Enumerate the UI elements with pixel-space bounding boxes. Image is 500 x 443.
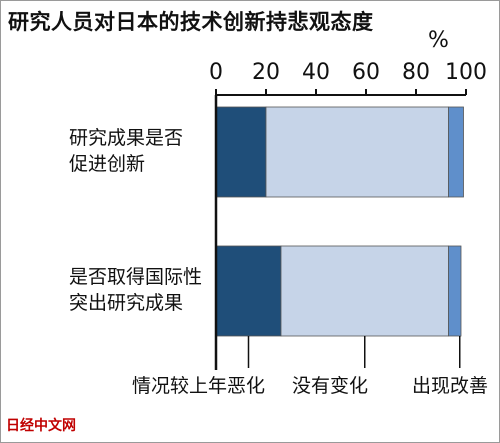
x-tick-label-60: 60: [352, 60, 380, 85]
legend-label-2: 没有变化: [292, 375, 368, 397]
legend-label-3: 出现改善: [412, 375, 488, 397]
unit-label: %: [428, 28, 449, 53]
x-tick-label-0: 0: [209, 60, 223, 85]
bar-segment-2-3: [448, 245, 462, 337]
x-tick-label-40: 40: [302, 60, 330, 85]
category-label-1-line-1: 研究成果是否: [69, 127, 183, 149]
x-tick-label-20: 20: [252, 60, 280, 85]
x-tick-label-80: 80: [402, 60, 430, 85]
category-label-2-line-2: 突出研究成果: [69, 292, 183, 314]
chart-title: 研究人员对日本的技术创新持悲观态度: [8, 10, 374, 34]
category-label-2-line-1: 是否取得国际性: [69, 266, 202, 288]
watermark-logo: 日经中文网: [6, 418, 76, 434]
bar-segment-1-1: [215, 106, 267, 198]
legend-label-1: 情况较上年恶化: [132, 375, 265, 397]
bar-segment-1-2: [265, 106, 449, 198]
category-label-1-line-2: 促进创新: [69, 153, 145, 175]
bar-segment-2-2: [280, 245, 449, 337]
x-tick-label-100: 100: [445, 60, 487, 85]
bar-segment-1-3: [448, 106, 464, 198]
bar-segment-2-1: [215, 245, 282, 337]
